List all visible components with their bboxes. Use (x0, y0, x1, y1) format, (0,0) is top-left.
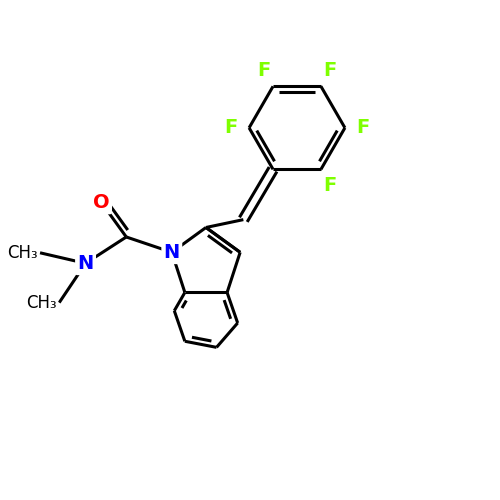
Text: F: F (324, 61, 336, 80)
Text: O: O (93, 193, 110, 212)
Text: CH₃: CH₃ (7, 244, 38, 262)
Text: F: F (324, 176, 336, 195)
Text: F: F (224, 118, 237, 138)
Text: F: F (258, 61, 270, 80)
Text: N: N (78, 254, 94, 273)
Text: F: F (356, 118, 370, 138)
Text: N: N (164, 243, 180, 262)
Text: CH₃: CH₃ (26, 294, 57, 312)
